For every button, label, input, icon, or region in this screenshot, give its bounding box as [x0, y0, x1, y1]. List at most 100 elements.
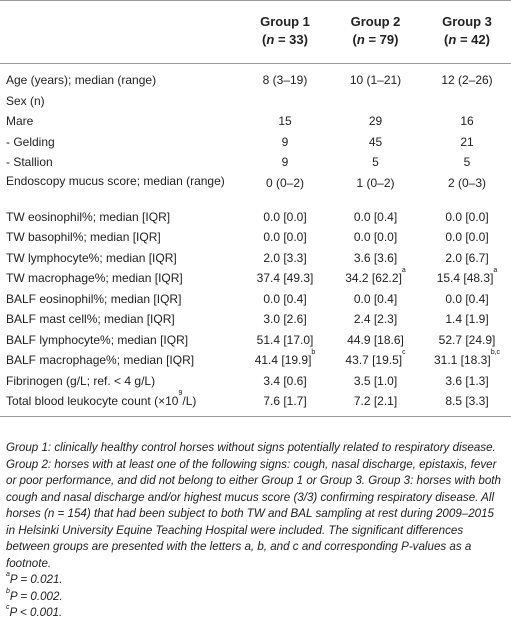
cell-group-2: 5	[372, 155, 379, 169]
cell-group-2: 1 (0–2)	[356, 175, 395, 190]
cell-group-1: 3.0 [2.6]	[263, 312, 307, 326]
row-label: Endoscopy mucus score; median (range)	[6, 173, 225, 188]
table-row: BALF eosinophil%; median [IQR] 0.0 [0.4]…	[0, 289, 511, 310]
cell-group-3: 2 (0–3)	[447, 175, 487, 190]
cell-group-1: 37.4 [49.3]	[256, 271, 314, 285]
cell-group-2: 0.0 [0.0]	[353, 230, 398, 244]
row-label: Sex (n)	[6, 93, 45, 108]
header-blank	[0, 0, 242, 31]
cell-group-2: 29	[368, 114, 383, 128]
cell-group-1: 0.0 [0.0]	[263, 230, 307, 244]
cell-group-2: 2.4 [2.3]	[353, 312, 398, 326]
cell-group-3: 5	[463, 155, 471, 169]
header-n-3: (n = 42)	[423, 31, 511, 64]
header-n-2: (n = 79)	[328, 31, 423, 64]
cell-group-3: 0.0 [0.0]	[445, 209, 489, 224]
row-label: Fibrinogen (g/L; ref. < 4 g/L)	[6, 373, 156, 388]
header-blank-2	[0, 31, 242, 64]
cell-group-1: 8 (3–19)	[262, 73, 308, 87]
table-row: Fibrinogen (g/L; ref. < 4 g/L) 3.4 [0.6]…	[0, 371, 511, 392]
row-label: TW basophil%; median [IQR]	[6, 230, 161, 244]
superscript: 9	[178, 390, 183, 397]
row-label: Age (years); median (range)	[6, 73, 157, 87]
table-row: BALF macrophage%; median [IQR] 41.4 [19.…	[0, 349, 511, 371]
cell-group-3	[423, 91, 511, 112]
table-body: Age (years); median (range) 8 (3–19) 10 …	[0, 64, 511, 417]
cell-group-2: 0.0 [0.4]	[353, 291, 398, 306]
footnote-mark: b,c	[490, 349, 501, 356]
cell-group-3: 31.1 [18.3]b,c	[433, 349, 501, 367]
table-footnote: Group 1: clinically healthy control hors…	[6, 440, 506, 622]
row-label: - Stallion	[6, 155, 53, 169]
row-label: BALF mast cell%; median [IQR]	[6, 312, 175, 326]
cell-group-1: 7.6 [1.7]	[242, 391, 328, 417]
cell-group-2	[328, 91, 423, 112]
header-n-1: (n = 33)	[242, 31, 328, 64]
table-row: Endoscopy mucus score; median (range) 0 …	[0, 173, 511, 207]
cell-group-2: 7.2 [2.1]	[328, 391, 423, 417]
cell-group-2: 44.9 [18.6]	[347, 332, 404, 347]
cell-group-3: 21	[460, 134, 474, 149]
footnote-mark: a	[493, 267, 498, 274]
table-row: Mare 15 29 16	[0, 111, 511, 132]
row-label: BALF eosinophil%; median [IQR]	[6, 291, 182, 306]
cell-group-1: 0.0 [0.0]	[263, 209, 307, 224]
cell-group-2: 43.7 [19.5]c	[345, 349, 406, 367]
cell-group-1: 3.4 [0.6]	[263, 373, 307, 388]
footnote-mark: b	[311, 349, 316, 356]
row-label: TW lymphocyte%; median [IQR]	[6, 250, 177, 265]
footnote-text: Group 1: clinically healthy control hors…	[6, 441, 501, 570]
footnote-note-c: cP < 0.001.	[6, 604, 63, 619]
cell-group-3: 1.4 [1.9]	[445, 312, 489, 326]
footnote-note-a: aP = 0.021.	[6, 571, 63, 586]
header-group-2: Group 2	[328, 0, 423, 31]
cell-group-3: 52.7 [24.9]	[438, 332, 496, 347]
row-label: BALF macrophage%; median [IQR]	[6, 353, 195, 367]
cell-group-3: 8.5 [3.3]	[423, 391, 511, 417]
cell-group-3: 16	[460, 114, 474, 128]
row-label: BALF lymphocyte%; median [IQR]	[6, 332, 189, 347]
cell-group-2: 3.6 [3.6]	[353, 250, 398, 265]
cell-group-3: 0.0 [0.4]	[445, 291, 489, 306]
cell-group-1: 0 (0–2)	[265, 175, 305, 190]
table-row: Age (years); median (range) 8 (3–19) 10 …	[0, 64, 511, 91]
cell-group-2: 45	[368, 134, 383, 149]
table-row: TW basophil%; median [IQR] 0.0 [0.0] 0.0…	[0, 227, 511, 248]
cell-group-3: 3.6 [1.3]	[445, 373, 489, 388]
cell-group-3: 2.0 [6.7]	[445, 250, 489, 265]
row-label: Mare	[6, 114, 34, 128]
table-row: BALF mast cell%; median [IQR] 3.0 [2.6] …	[0, 309, 511, 330]
header-group-3: Group 3	[423, 0, 511, 31]
cell-group-2: 10 (1–21)	[349, 73, 402, 87]
cell-group-2: 3.5 [1.0]	[353, 373, 398, 388]
row-label: TW eosinophil%; median [IQR]	[6, 209, 171, 224]
table-row: TW macrophage%; median [IQR] 37.4 [49.3]…	[0, 267, 511, 289]
cell-group-1: 9	[281, 134, 289, 149]
table-row: - Stallion 9 5 5	[0, 152, 511, 173]
cell-group-1: 51.4 [17.0]	[256, 332, 314, 347]
footnote-note-b: bP = 0.002.	[6, 587, 63, 603]
cell-group-1	[242, 91, 328, 112]
cell-group-1: 0.0 [0.4]	[263, 291, 307, 306]
data-table: Group 1 Group 2 Group 3 (n = 33) (n = 79…	[0, 0, 511, 417]
row-label: TW macrophage%; median [IQR]	[6, 271, 183, 285]
table-row: Sex (n)	[0, 91, 511, 112]
header-group-1: Group 1	[242, 0, 328, 31]
table-row: Total blood leukocyte count (×109/L) 7.6…	[0, 390, 511, 417]
table-row: - Gelding 9 45 21	[0, 132, 511, 153]
cell-group-1: 15	[278, 114, 292, 128]
cell-group-1: 2.0 [3.3]	[263, 250, 307, 265]
footnote-mark: a	[401, 267, 406, 274]
footnote-mark: c	[402, 349, 406, 356]
cell-group-3: 0.0 [0.0]	[445, 230, 489, 244]
cell-group-2: 0.0 [0.4]	[353, 209, 398, 224]
cell-group-3: 12 (2–26)	[441, 73, 493, 87]
cell-group-1: 41.4 [19.9]b	[254, 349, 316, 367]
cell-group-3: 15.4 [48.3]a	[436, 267, 498, 285]
table-row: TW eosinophil%; median [IQR] 0.0 [0.0] 0…	[0, 207, 511, 228]
row-label: Total blood leukocyte count (×109/L)	[0, 390, 242, 417]
cell-group-2: 34.2 [62.2]a	[345, 267, 406, 285]
table-header: Group 1 Group 2 Group 3 (n = 33) (n = 79…	[0, 0, 511, 64]
row-label: - Gelding	[6, 134, 55, 149]
